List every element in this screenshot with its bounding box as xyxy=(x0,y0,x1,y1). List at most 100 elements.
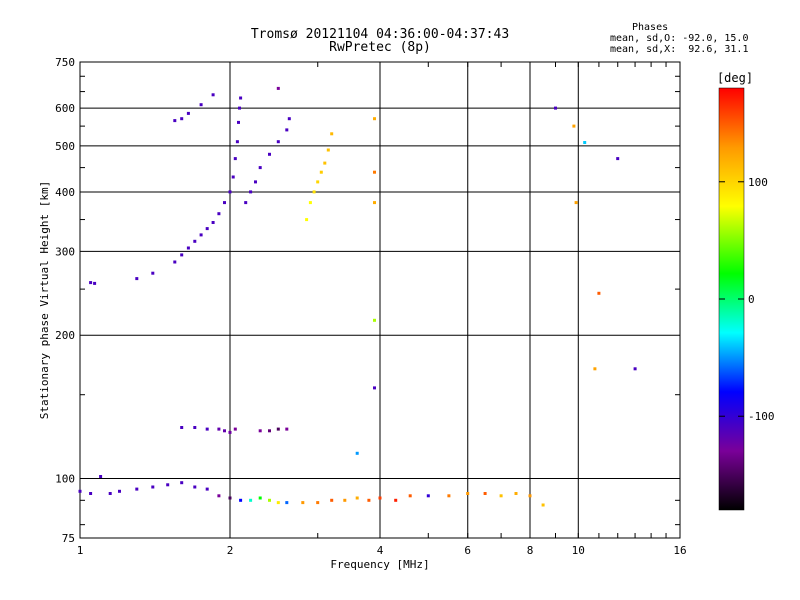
data-point xyxy=(323,161,327,165)
data-point xyxy=(287,117,291,121)
data-point xyxy=(199,103,203,107)
data-point xyxy=(231,175,235,179)
data-point xyxy=(233,427,237,431)
y-tick-label: 100 xyxy=(55,473,75,486)
data-point xyxy=(258,496,262,500)
data-point xyxy=(426,494,430,498)
data-point xyxy=(239,96,243,100)
data-point xyxy=(308,201,312,205)
data-point xyxy=(180,253,184,257)
data-point xyxy=(186,111,190,115)
data-point xyxy=(249,190,253,194)
data-point xyxy=(180,426,184,429)
x-tick-label: 10 xyxy=(572,544,585,557)
data-points xyxy=(78,86,637,507)
data-point xyxy=(239,498,243,502)
x-axis-label: Frequency [MHz] xyxy=(330,558,429,571)
data-point xyxy=(276,140,280,144)
data-point xyxy=(499,494,503,498)
data-point xyxy=(193,485,197,489)
data-point xyxy=(180,481,184,485)
data-point xyxy=(254,180,257,184)
y-tick-label: 75 xyxy=(62,532,75,545)
phases-title: Phases xyxy=(632,22,669,33)
data-point xyxy=(228,496,232,500)
chart-title: Tromsø 20121104 04:36:00-04:37:43 xyxy=(250,27,510,42)
data-point xyxy=(447,494,451,498)
data-point xyxy=(373,170,376,174)
data-point xyxy=(235,140,239,144)
y-axis-label: Stationary phase Virtual Height [km] xyxy=(38,181,51,419)
data-point xyxy=(268,152,271,156)
data-point xyxy=(593,367,597,371)
data-point xyxy=(541,503,545,507)
data-point xyxy=(316,501,320,505)
data-point xyxy=(217,212,221,216)
data-point xyxy=(223,429,226,433)
data-point xyxy=(330,498,334,502)
data-point xyxy=(312,190,316,194)
data-point xyxy=(514,492,518,495)
phases-o-stats: mean, sd,O: -92.0, 15.0 xyxy=(610,33,749,44)
data-point xyxy=(249,498,253,502)
data-point xyxy=(205,227,209,231)
data-point xyxy=(276,501,280,505)
data-point xyxy=(237,120,240,124)
data-point xyxy=(326,148,330,152)
data-point xyxy=(193,239,197,243)
data-point xyxy=(572,124,576,128)
x-tick-label: 16 xyxy=(673,544,686,557)
data-point xyxy=(238,106,241,110)
data-point xyxy=(466,492,470,495)
data-point xyxy=(394,498,398,502)
data-point xyxy=(373,117,376,121)
data-point xyxy=(151,271,155,275)
data-point xyxy=(285,501,289,505)
data-point xyxy=(228,190,232,194)
data-point xyxy=(180,117,184,121)
data-point xyxy=(217,427,221,431)
y-tick-label: 300 xyxy=(55,245,75,258)
data-point xyxy=(583,141,587,144)
chart-subtitle: RwPretec (8p) xyxy=(329,40,431,55)
data-point xyxy=(173,119,177,123)
y-tick-label: 750 xyxy=(55,56,75,69)
data-point xyxy=(99,475,103,478)
y-tick-label: 600 xyxy=(55,102,75,115)
data-point xyxy=(173,260,177,264)
data-point xyxy=(258,166,262,170)
y-tick-label: 400 xyxy=(55,186,75,199)
colorbar-label: [deg] xyxy=(717,71,753,85)
data-point xyxy=(233,157,237,161)
data-point xyxy=(228,430,232,434)
data-point xyxy=(223,201,226,205)
data-point xyxy=(135,487,139,491)
x-tick-label: 2 xyxy=(227,544,234,557)
data-point xyxy=(319,170,323,174)
x-tick-label: 1 xyxy=(77,544,84,557)
x-tick-label: 8 xyxy=(527,544,534,557)
colorbar-tick-label: 100 xyxy=(748,176,768,189)
data-point xyxy=(211,93,215,97)
data-point xyxy=(597,291,601,295)
data-point xyxy=(633,367,637,371)
colorbar-tick-label: -100 xyxy=(748,410,775,423)
data-point xyxy=(276,427,280,431)
x-ticks: 1 2 4 6 8 10 16 xyxy=(77,62,687,557)
grid xyxy=(80,62,680,538)
data-point xyxy=(205,427,209,431)
data-point xyxy=(367,498,371,502)
data-point xyxy=(343,498,347,502)
data-point xyxy=(93,281,97,285)
data-point xyxy=(217,494,221,498)
data-point xyxy=(301,501,305,505)
x-tick-label: 4 xyxy=(377,544,384,557)
data-point xyxy=(244,201,248,205)
data-point xyxy=(305,218,309,222)
data-point xyxy=(554,106,557,110)
data-point xyxy=(285,128,289,132)
data-point xyxy=(135,277,139,281)
data-point xyxy=(211,221,215,224)
y-tick-label: 200 xyxy=(55,329,75,342)
